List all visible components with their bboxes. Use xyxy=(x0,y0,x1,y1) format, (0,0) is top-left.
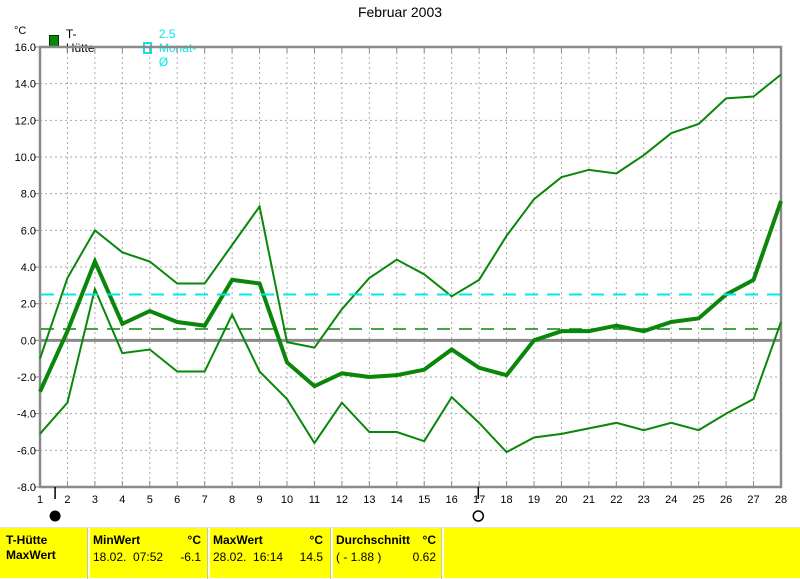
y-tick-label: 16.0 xyxy=(15,42,36,54)
statusbar-separator xyxy=(441,528,444,579)
y-axis-labels: -8.0 -6.0 -4.0 -2.0 0.0 2.0 4.0 6.0 8.0 10.0 12.0 1… xyxy=(15,42,36,494)
y-tick-label: 14.0 xyxy=(15,79,36,91)
chart-plot-area: -8.0 -6.0 -4.0 -2.0 0.0 2.0 4.0 6.0 8.0 10.0 12.0 1… xyxy=(15,42,787,522)
x-tick-label: 5 xyxy=(147,494,153,506)
x-tick-label: 28 xyxy=(775,494,787,506)
status-series-name: T-Hütte xyxy=(6,533,48,547)
chart-title: Februar 2003 xyxy=(357,4,443,20)
statusbar-separator xyxy=(87,528,90,579)
y-tick-label: 8.0 xyxy=(21,189,36,201)
x-tick-label: 11 xyxy=(309,494,320,506)
x-tick-label: 4 xyxy=(119,494,125,506)
x-tick-label: 18 xyxy=(500,494,512,506)
full-moon-icon xyxy=(472,510,485,522)
x-tick-label: 19 xyxy=(528,494,540,506)
durchschnitt-reference: ( - 1.88 ) xyxy=(336,550,382,564)
x-tick-label: 20 xyxy=(555,494,567,506)
status-bar: T-Hütte MaxWert MinWert °C 18.02. 07:52 … xyxy=(0,527,800,579)
x-tick-label: 2 xyxy=(64,494,70,506)
y-tick-label: -4.0 xyxy=(17,409,36,421)
y-tick-label: 12.0 xyxy=(15,115,36,127)
durchschnitt-label: Durchschnitt xyxy=(336,533,411,547)
minwert-datetime: 18.02. 07:52 xyxy=(93,550,164,564)
y-tick-label: 10.0 xyxy=(15,152,36,164)
moon-markers xyxy=(49,487,485,522)
statusbar-separator xyxy=(207,528,210,579)
status-series-mode: MaxWert xyxy=(6,548,56,562)
x-tick-label: 6 xyxy=(174,494,180,506)
x-tick-label: 8 xyxy=(229,494,235,506)
x-tick-label: 7 xyxy=(202,494,208,506)
y-axis-unit-label: °C xyxy=(14,25,27,37)
durchschnitt-unit: °C xyxy=(422,533,436,547)
x-tick-label: 3 xyxy=(92,494,98,506)
x-tick-label: 15 xyxy=(418,494,430,506)
y-tick-label: 2.0 xyxy=(21,299,36,311)
maxwert-label: MaxWert xyxy=(213,533,263,547)
x-tick-label: 13 xyxy=(363,494,375,506)
x-axis-labels: 1 2 3 4 5 6 7 8 9 10 11 12 13 14 15 16 17 18 19 20 21 22 23 24 2… xyxy=(37,494,787,506)
series-main xyxy=(38,200,783,393)
maxwert-datetime: 28.02. 16:14 xyxy=(213,550,284,564)
maxwert-value: 14.5 xyxy=(299,550,323,564)
x-tick-label: 9 xyxy=(256,494,262,506)
x-tick-label: 21 xyxy=(583,494,595,506)
y-tick-label: 4.0 xyxy=(21,262,36,274)
data-series xyxy=(38,73,783,454)
maxwert-unit: °C xyxy=(309,533,323,547)
minwert-value: -6.1 xyxy=(180,550,201,564)
x-tick-label: 1 xyxy=(37,494,43,506)
minwert-unit: °C xyxy=(187,533,201,547)
x-tick-label: 22 xyxy=(610,494,622,506)
status-durchschnitt-cell: Durchschnitt °C ( - 1.88 ) 0.62 xyxy=(336,528,436,579)
x-tick-label: 10 xyxy=(281,494,293,506)
x-tick-label: 26 xyxy=(720,494,732,506)
x-tick-label: 16 xyxy=(446,494,458,506)
x-tick-label: 24 xyxy=(665,494,677,506)
x-tick-label: 12 xyxy=(336,494,348,506)
y-tick-label: -2.0 xyxy=(17,372,36,384)
y-tick-label: -6.0 xyxy=(17,445,36,457)
x-tick-label: 17 xyxy=(473,494,485,506)
statusbar-separator xyxy=(330,528,333,579)
x-tick-label: 23 xyxy=(638,494,650,506)
x-tick-label: 27 xyxy=(747,494,759,506)
y-tick-label: -8.0 xyxy=(17,482,36,494)
tick-marks xyxy=(34,46,782,488)
status-series-cell[interactable]: T-Hütte MaxWert xyxy=(6,528,84,579)
status-maxwert-cell: MaxWert °C 28.02. 16:14 14.5 xyxy=(213,528,323,579)
y-tick-label: 0.0 xyxy=(21,335,36,347)
x-tick-label: 25 xyxy=(693,494,705,506)
series-upper xyxy=(39,73,782,359)
x-tick-label: 14 xyxy=(391,494,403,506)
y-tick-label: 6.0 xyxy=(21,225,36,237)
minwert-label: MinWert xyxy=(93,533,141,547)
new-moon-icon xyxy=(49,510,61,522)
durchschnitt-value: 0.62 xyxy=(412,550,436,564)
status-minwert-cell: MinWert °C 18.02. 07:52 -6.1 xyxy=(93,528,201,579)
series-lower xyxy=(39,285,782,454)
